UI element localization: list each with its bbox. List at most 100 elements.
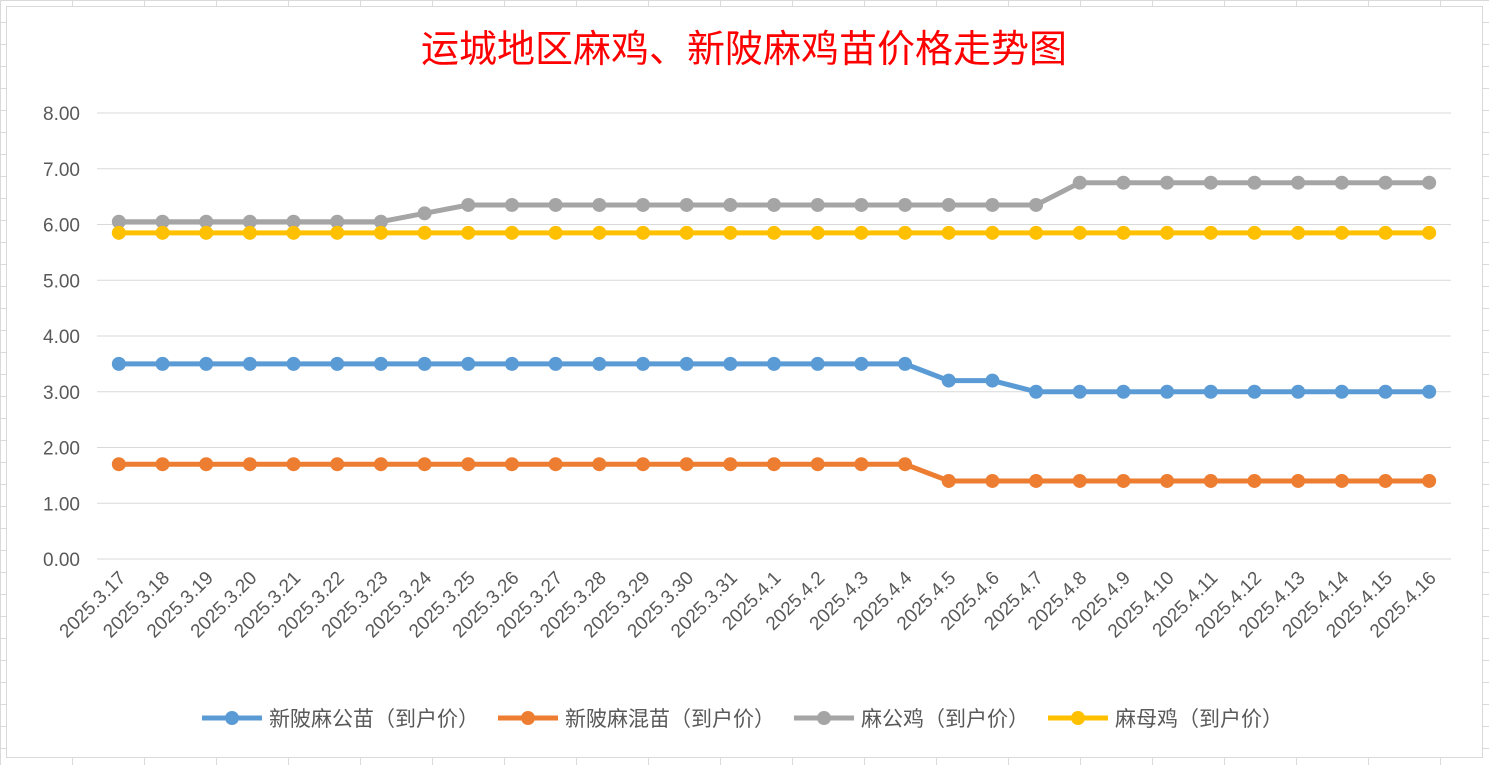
data-point (1422, 384, 1437, 399)
data-point (767, 225, 781, 240)
data-point (1116, 473, 1131, 488)
data-point (111, 457, 126, 472)
data-point (286, 356, 301, 371)
data-point (810, 225, 825, 240)
data-point (417, 457, 432, 472)
data-point (548, 457, 563, 472)
data-point (635, 197, 650, 212)
data-point (155, 356, 170, 371)
data-point (1291, 225, 1306, 240)
data-point (1072, 473, 1087, 488)
data-point (592, 356, 607, 371)
data-point (898, 356, 913, 371)
y-tick-label: 2.00 (43, 439, 80, 460)
data-point (1378, 225, 1393, 240)
data-point (1072, 384, 1087, 399)
data-point (1247, 175, 1262, 190)
data-point (985, 225, 1000, 240)
legend-label: 新陂麻公苗（到户价） (269, 707, 479, 731)
data-point (1072, 225, 1087, 240)
data-point (679, 197, 694, 212)
legend-marker (817, 711, 831, 725)
data-point (504, 225, 519, 240)
legend-item-1[interactable]: 新陂麻混苗（到户价） (498, 707, 775, 731)
data-point (330, 457, 345, 472)
data-point (1247, 473, 1262, 488)
gridlines (97, 112, 1451, 560)
data-point (635, 457, 650, 472)
data-point (1334, 473, 1349, 488)
data-point (985, 197, 1000, 212)
data-point (1160, 473, 1175, 488)
data-point (1160, 175, 1175, 190)
data-point (242, 225, 257, 240)
data-point (504, 356, 519, 371)
legend-item-2[interactable]: 麻公鸡（到户价） (794, 707, 1029, 731)
data-point (155, 225, 170, 240)
data-point (242, 356, 257, 371)
data-point (1378, 473, 1393, 488)
series-3 (111, 225, 1437, 240)
data-point (810, 356, 825, 371)
data-point (330, 214, 345, 229)
data-point (1247, 384, 1262, 399)
data-point (1203, 225, 1218, 240)
data-point (854, 197, 869, 212)
data-point (985, 373, 1000, 388)
data-point (592, 457, 607, 472)
data-point (1203, 384, 1218, 399)
data-point (548, 225, 563, 240)
data-point (1203, 473, 1218, 488)
data-point (985, 473, 1000, 488)
data-point (1116, 175, 1131, 190)
data-point (854, 457, 869, 472)
data-point (1160, 384, 1175, 399)
data-point (417, 225, 432, 240)
y-axis-ticks: 0.00 1.00 2.00 3.00 4.00 5.00 6.00 7.00 8.00 (43, 104, 80, 571)
data-point (898, 225, 913, 240)
legend-item-3[interactable]: 麻母鸡（到户价） (1048, 707, 1283, 731)
data-point (548, 356, 563, 371)
data-point (111, 214, 126, 229)
data-point (1378, 384, 1393, 399)
data-point (592, 197, 607, 212)
y-tick-label: 8.00 (43, 104, 80, 125)
legend-item-0[interactable]: 新陂麻公苗（到户价） (202, 707, 479, 731)
y-tick-label: 7.00 (43, 160, 80, 181)
data-point (1291, 175, 1306, 190)
data-point (679, 457, 694, 472)
data-point (286, 457, 301, 472)
data-point (461, 457, 476, 472)
data-point (1116, 225, 1131, 240)
data-point (941, 197, 956, 212)
data-point (854, 356, 869, 371)
legend-marker (1071, 711, 1085, 725)
data-point (1334, 225, 1349, 240)
data-point (373, 356, 388, 371)
data-point (461, 356, 476, 371)
data-point (1422, 473, 1437, 488)
data-point (1422, 225, 1437, 240)
data-point (941, 373, 956, 388)
data-point (679, 356, 694, 371)
y-tick-label: 6.00 (43, 216, 80, 237)
data-point (373, 457, 388, 472)
series-2 (111, 175, 1437, 229)
data-point (504, 197, 519, 212)
data-point (898, 457, 913, 472)
data-point (1247, 225, 1262, 240)
data-point (199, 356, 214, 371)
data-point (1160, 225, 1175, 240)
y-tick-label: 5.00 (43, 271, 80, 292)
chart-area[interactable] (6, 6, 1483, 758)
data-point (1334, 175, 1349, 190)
data-point (1029, 473, 1044, 488)
data-point (1291, 384, 1306, 399)
data-point (810, 197, 825, 212)
data-point (111, 356, 126, 371)
data-point (504, 457, 519, 472)
data-point (1029, 225, 1044, 240)
data-point (898, 197, 913, 212)
data-point (1029, 384, 1044, 399)
data-point (941, 225, 956, 240)
